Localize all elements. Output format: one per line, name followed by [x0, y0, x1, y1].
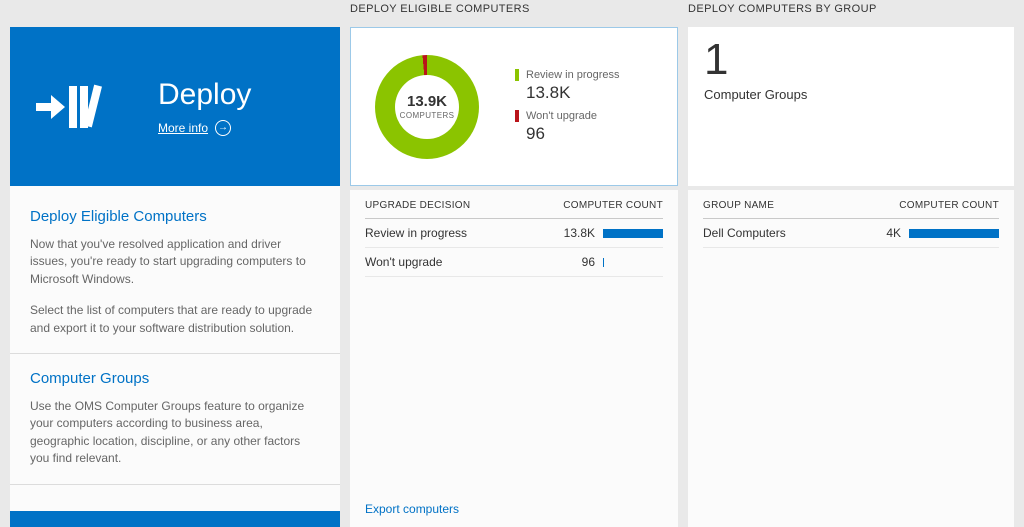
section-heading-deploy-eligible: Deploy Eligible Computers	[30, 208, 207, 225]
more-info-label: More info	[158, 120, 209, 135]
deploy-icon	[36, 84, 102, 128]
donut-center: 13.9K COMPUTERS	[395, 74, 459, 139]
section-paragraph: Select the list of computers that are re…	[30, 303, 313, 335]
panel-title-deploy-computers-by-group: DEPLOY COMPUTERS BY GROUP	[688, 3, 877, 15]
count-value: 96	[581, 255, 595, 269]
legend-value: 13.8K	[526, 83, 571, 102]
table-row-wont-upgrade[interactable]: Won't upgrade 96	[365, 248, 663, 277]
count-bar-track	[603, 257, 663, 267]
deploy-tile[interactable]: Deploy More info →	[10, 27, 340, 186]
section-paragraph: Use the OMS Computer Groups feature to o…	[30, 398, 305, 466]
section-deploy-eligible: Deploy Eligible Computers Now that you'v…	[30, 208, 320, 337]
section-computer-groups: Computer Groups Use the OMS Computer Gro…	[30, 370, 320, 468]
deploy-tile-text: Deploy More info →	[158, 78, 251, 136]
tile-title: Deploy	[158, 77, 252, 111]
group-table-card: GROUP NAME COMPUTER COUNT Dell Computers…	[688, 190, 1014, 527]
count-bar	[603, 228, 663, 238]
legend-label: Review in progress	[526, 69, 620, 81]
count-bar	[603, 257, 605, 267]
column-header-group-name: GROUP NAME	[703, 200, 775, 211]
count-bar-track	[603, 228, 663, 238]
cell-label: Dell Computers	[703, 226, 786, 240]
cell-label: Won't upgrade	[365, 255, 443, 269]
section-paragraph: Now that you've resolved application and…	[30, 237, 306, 286]
upgrade-decision-table-card: UPGRADE DECISION COMPUTER COUNT Review i…	[350, 190, 678, 527]
count-bar-track	[909, 228, 999, 238]
info-card: Deploy Eligible Computers Now that you'v…	[10, 186, 340, 511]
more-info-link[interactable]: More info →	[158, 119, 251, 136]
cell-count: 4K	[886, 226, 999, 240]
table-header-row: GROUP NAME COMPUTER COUNT	[703, 190, 999, 219]
legend-item-wont-upgrade: Won't upgrade 96	[515, 110, 620, 144]
group-count-number: 1	[704, 35, 729, 84]
legend-swatch-red	[515, 110, 519, 122]
legend-item-review-in-progress: Review in progress 13.8K	[515, 69, 620, 103]
cell-count: 96	[582, 255, 663, 269]
cell-count: 13.8K	[564, 226, 663, 240]
divider	[10, 483, 340, 485]
arrow-circle-icon: →	[215, 119, 232, 136]
legend-swatch-green	[515, 69, 519, 81]
computer-groups-tile[interactable]: 1 Computer Groups	[688, 27, 1014, 186]
divider	[10, 352, 340, 354]
donut-center-label: COMPUTERS	[399, 111, 455, 120]
count-value: 4K	[886, 226, 901, 240]
table-header-row: UPGRADE DECISION COMPUTER COUNT	[365, 190, 663, 219]
column-header-upgrade-decision: UPGRADE DECISION	[365, 200, 471, 211]
donut-chart: 13.9K COMPUTERS	[375, 54, 479, 159]
donut-legend: Review in progress 13.8K Won't upgrade 9…	[515, 69, 620, 144]
count-bar	[909, 228, 999, 238]
table-row-review-in-progress[interactable]: Review in progress 13.8K	[365, 219, 663, 248]
tile-footer-bar	[10, 511, 340, 527]
column-header-computer-count: COMPUTER COUNT	[563, 200, 663, 211]
column-header-computer-count: COMPUTER COUNT	[899, 200, 999, 211]
legend-value: 96	[526, 124, 545, 143]
legend-label: Won't upgrade	[526, 110, 598, 122]
cell-label: Review in progress	[365, 226, 468, 240]
donut-center-value: 13.9K	[406, 93, 448, 110]
table-row-dell-computers[interactable]: Dell Computers 4K	[703, 219, 999, 248]
count-value: 13.8K	[563, 226, 595, 240]
export-computers-link[interactable]: Export computers	[365, 502, 460, 516]
donut-chart-tile[interactable]: 13.9K COMPUTERS Review in progress 13.8K…	[350, 27, 678, 186]
group-count-label: Computer Groups	[704, 86, 808, 102]
section-heading-computer-groups: Computer Groups	[30, 369, 150, 387]
panel-title-deploy-eligible-computers: DEPLOY ELIGIBLE COMPUTERS	[350, 3, 530, 15]
